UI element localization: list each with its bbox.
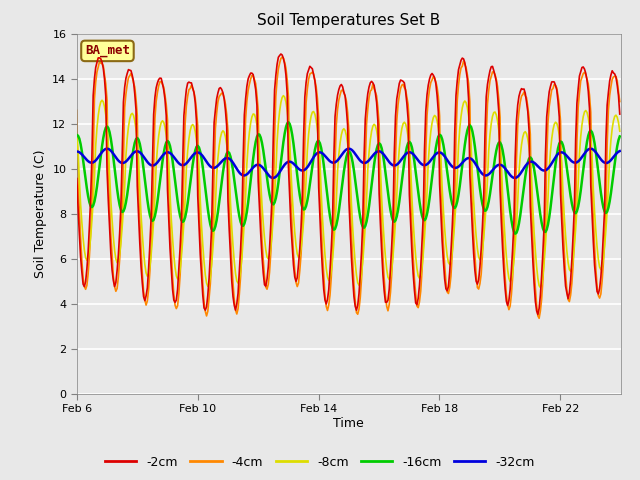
Text: BA_met: BA_met bbox=[85, 44, 130, 58]
Title: Soil Temperatures Set B: Soil Temperatures Set B bbox=[257, 13, 440, 28]
Legend: -2cm, -4cm, -8cm, -16cm, -32cm: -2cm, -4cm, -8cm, -16cm, -32cm bbox=[100, 451, 540, 474]
X-axis label: Time: Time bbox=[333, 417, 364, 430]
Y-axis label: Soil Temperature (C): Soil Temperature (C) bbox=[34, 149, 47, 278]
